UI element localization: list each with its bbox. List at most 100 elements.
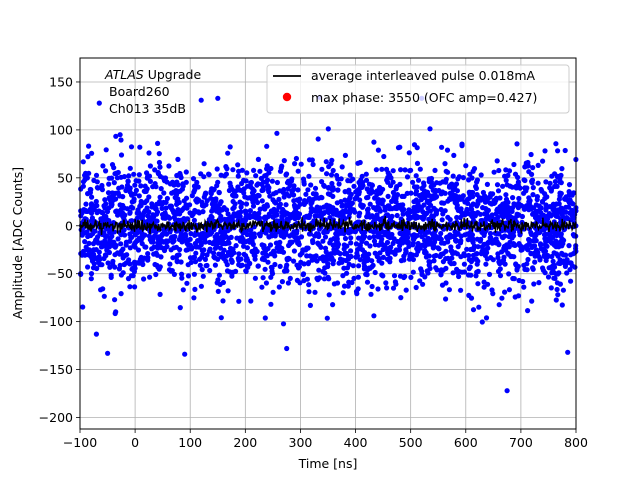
scatter-point [503, 177, 509, 183]
scatter-point [120, 270, 126, 276]
scatter-point [480, 189, 486, 196]
scatter-point [504, 388, 510, 394]
scatter-point [443, 296, 449, 302]
scatter-point [144, 198, 150, 204]
scatter-point [506, 287, 512, 293]
scatter-point [135, 247, 142, 253]
scatter-point [394, 212, 400, 219]
scatter-point [99, 182, 105, 189]
scatter-point [347, 210, 353, 216]
scatter-point [356, 191, 362, 197]
scatter-point [138, 183, 144, 189]
scatter-point [208, 191, 214, 197]
scatter-point [530, 185, 536, 191]
scatter-point [439, 189, 446, 195]
scatter-point [85, 191, 91, 197]
scatter-point [82, 216, 88, 222]
scatter-point [551, 262, 557, 268]
scatter-point [425, 270, 431, 276]
x-tick-label: 500 [399, 435, 423, 450]
scatter-point [422, 237, 428, 244]
scatter-point [532, 259, 538, 265]
scatter-point [431, 258, 437, 264]
scatter-point [279, 163, 285, 169]
scatter-point [206, 248, 212, 254]
scatter-point [566, 204, 572, 210]
scatter-point [560, 237, 566, 243]
scatter-point [348, 253, 354, 260]
scatter-point [128, 218, 134, 224]
scatter-point [253, 173, 259, 179]
scatter-point [158, 186, 164, 192]
scatter-point [325, 126, 331, 132]
legend-label-max-phase: max phase: 3550 (OFC amp=0.427) [311, 90, 537, 105]
scatter-point [141, 276, 147, 282]
scatter-point [160, 199, 167, 206]
scatter-point [136, 172, 142, 178]
scatter-point [187, 242, 193, 248]
scatter-point [137, 203, 143, 209]
scatter-point [538, 186, 544, 193]
scatter-point [433, 187, 439, 194]
scatter-point [159, 205, 165, 211]
scatter-point [556, 241, 562, 247]
scatter-point [515, 179, 522, 185]
scatter-point [224, 268, 231, 274]
scatter-point [506, 244, 512, 250]
scatter-point [80, 159, 86, 165]
scatter-point [228, 257, 234, 263]
scatter-point [445, 198, 451, 204]
scatter-point [416, 203, 422, 210]
scatter-point [243, 201, 250, 207]
scatter-point [102, 197, 108, 203]
scatter-point [177, 247, 183, 253]
scatter-point [247, 237, 253, 243]
scatter-point [305, 214, 311, 220]
scatter-point [287, 182, 293, 189]
scatter-point [216, 190, 222, 196]
scatter-point [431, 182, 437, 188]
scatter-point [156, 151, 162, 157]
scatter-point [556, 196, 563, 202]
scatter-point [134, 260, 140, 266]
scatter-point [330, 210, 336, 216]
scatter-point [263, 280, 269, 286]
scatter-point [180, 181, 186, 187]
scatter-point [297, 252, 303, 258]
scatter-point [280, 321, 287, 327]
scatter-point [304, 276, 310, 282]
scatter-point [306, 289, 312, 295]
scatter-point [511, 161, 517, 168]
scatter-point [147, 274, 153, 280]
scatter-point [270, 197, 276, 203]
scatter-point [482, 252, 488, 258]
y-tick-label: 150 [49, 74, 73, 89]
scatter-point [385, 170, 391, 176]
scatter-point [231, 204, 237, 210]
scatter-point [526, 236, 532, 243]
scatter-point [244, 183, 251, 189]
scatter-point [101, 255, 107, 262]
scatter-point [132, 284, 138, 290]
scatter-point [555, 148, 561, 154]
scatter-point [389, 231, 395, 238]
scatter-point [532, 243, 538, 249]
scatter-point [200, 273, 206, 279]
scatter-point [370, 229, 376, 235]
scatter-point [427, 237, 433, 243]
scatter-point [255, 263, 261, 269]
scatter-point [215, 95, 221, 101]
scatter-point [155, 234, 161, 240]
scatter-point [108, 194, 114, 200]
scatter-point [341, 265, 347, 271]
scatter-point [509, 184, 515, 190]
scatter-point [259, 181, 265, 187]
scatter-point [502, 289, 508, 295]
scatter-point [342, 197, 348, 203]
scatter-point [558, 190, 564, 197]
scatter-point [344, 270, 350, 276]
scatter-point [376, 232, 382, 238]
scatter-point [474, 236, 480, 242]
scatter-point [419, 234, 425, 240]
scatter-point [481, 241, 487, 247]
